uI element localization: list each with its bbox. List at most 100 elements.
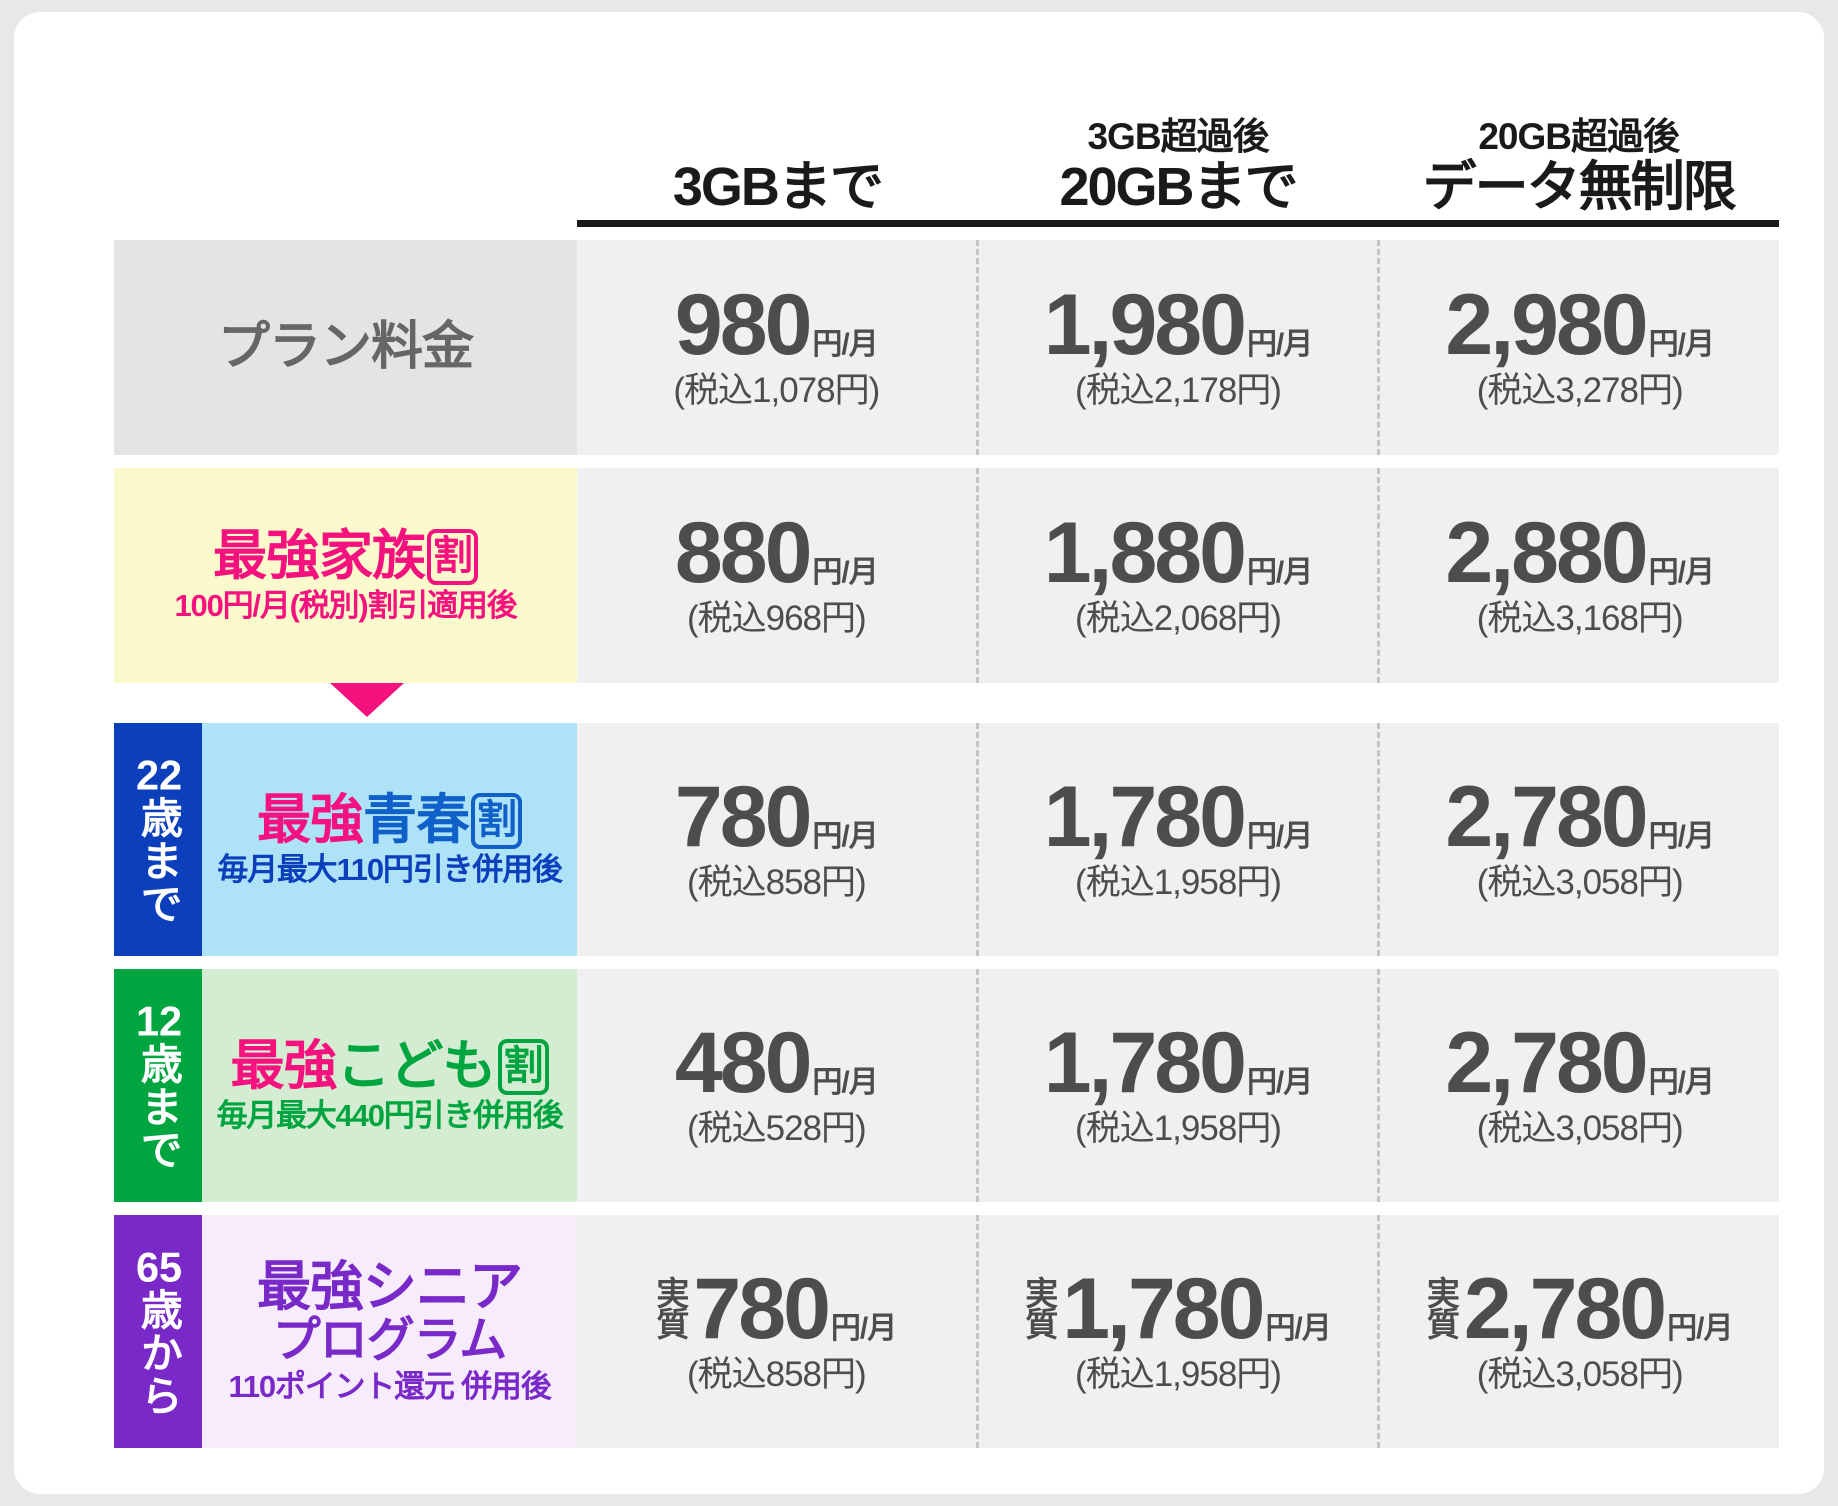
price-unit: 円/月 [1648, 328, 1715, 361]
age-badge-youth: 22 歳まで [114, 723, 202, 956]
row-label-body: 最強 青春割 毎月最大110円引き併用後 [202, 723, 577, 956]
row-label-note: 100円/月(税別)割引適用後 [174, 587, 518, 623]
price-tax-included: (税込1,958円) [1075, 1355, 1282, 1394]
age-badge-text: 歳まで [135, 796, 183, 925]
price-cell: 780 円/月 (税込858円) [577, 723, 976, 956]
table-row-family-discount: 最強家族割 100円/月(税別)割引適用後 880 円/月 (税込968円) [114, 468, 1780, 683]
price-unit: 円/月 [1246, 1066, 1313, 1099]
row-label-title-text: 最強家族 [213, 526, 426, 587]
price-amount: 2,780 [1445, 1015, 1648, 1111]
row-label-note: 毎月最大110円引き併用後 [217, 851, 563, 887]
price-amount: 1,980 [1043, 277, 1247, 373]
age-badge-number: 65 [135, 1246, 183, 1288]
row-label-title: 最強 青春割 [257, 792, 522, 849]
price-tax-included: (税込1,958円) [1075, 863, 1282, 902]
row-gap [114, 956, 1779, 969]
price-amount: 2,980 [1445, 277, 1648, 373]
row-label-title: 最強 こども割 [231, 1038, 549, 1095]
column-header-sub: 20GB超過後 [1478, 116, 1680, 157]
row-label-plan: プラン料金 [114, 240, 577, 455]
row-label-title: 最強シニア [257, 1257, 523, 1318]
price-tax-included: (税込858円) [686, 1355, 867, 1394]
price-cell: 1,880 円/月 (税込2,068円) [975, 468, 1378, 683]
price-amount: 1,780 [1062, 1261, 1265, 1357]
price-unit: 円/月 [1246, 820, 1313, 853]
price-cell: 1,780 円/月 (税込1,958円) [975, 969, 1378, 1202]
discount-badge-icon: 割 [427, 529, 478, 586]
effective-price-prefix: 実質 [1427, 1277, 1460, 1341]
price-amount: 480 [674, 1015, 812, 1111]
price-cell: 1,980 円/月 (税込2,178円) [975, 240, 1378, 455]
table-row-plan: プラン料金 980 円/月 (税込1,078円) 1,980 円/月 [114, 240, 1780, 455]
column-header-main: データ無制限 [1422, 157, 1737, 217]
pricing-card: 3GBまで 3GB超過後 20GBまで 20GB超過後 データ無制限 プラン料金 [14, 12, 1824, 1494]
column-header-unlimited: 20GB超過後 データ無制限 [1378, 72, 1780, 227]
price-tax-included: (税込1,078円) [673, 371, 880, 410]
price-tax-included: (税込3,058円) [1476, 1109, 1684, 1148]
price-cell: 実質 2,780 円/月 (税込3,058円) [1377, 1215, 1780, 1448]
row-label-body: 最強シニア プログラム 110ポイント還元 併用後 [202, 1215, 577, 1448]
column-header-main: 20GBまで [1059, 157, 1298, 217]
effective-prefix-bottom: 質 [656, 1306, 690, 1343]
price-cell: 880 円/月 (税込968円) [577, 468, 976, 683]
row-label-body: 最強 こども割 毎月最大440円引き併用後 [202, 969, 577, 1202]
price-unit: 円/月 [812, 1066, 878, 1099]
price-tax-included: (税込968円) [686, 599, 867, 638]
price-unit: 円/月 [812, 328, 878, 361]
row-label-note: 110ポイント還元 併用後 [228, 1369, 551, 1405]
row-label-title: 最強家族割 [213, 528, 478, 585]
price-unit: 円/月 [1667, 1312, 1733, 1345]
pricing-table: 3GBまで 3GB超過後 20GBまで 20GB超過後 データ無制限 プラン料金 [114, 72, 1780, 1448]
price-tax-included: (税込3,278円) [1476, 371, 1684, 410]
arrow-row [114, 683, 1779, 723]
age-badge-number: 22 [135, 754, 183, 796]
age-badge-number: 12 [135, 1000, 183, 1042]
row-gap [114, 1202, 1779, 1215]
row-gap [114, 227, 1779, 240]
table-header-row: 3GBまで 3GB超過後 20GBまで 20GB超過後 データ無制限 [114, 72, 1780, 227]
price-tax-included: (税込2,068円) [1075, 599, 1282, 638]
column-header-sub: 3GB超過後 [1087, 116, 1269, 157]
price-unit: 円/月 [812, 556, 878, 589]
price-amount: 780 [693, 1261, 830, 1357]
price-tax-included: (税込3,168円) [1476, 599, 1684, 638]
price-cell: 2,780 円/月 (税込3,058円) [1377, 969, 1780, 1202]
price-amount: 780 [674, 769, 812, 865]
effective-prefix-top: 実 [656, 1274, 690, 1312]
price-amount: 2,780 [1445, 769, 1648, 865]
row-label-kids: 12 歳まで 最強 こども割 毎月最大440円引き併用後 [114, 969, 577, 1202]
row-label-body: 最強家族割 100円/月(税別)割引適用後 [114, 468, 577, 683]
price-amount: 1,880 [1043, 505, 1247, 601]
header-spacer [114, 72, 577, 227]
price-tax-included: (税込858円) [686, 863, 867, 902]
row-label-title-text: こども [336, 1036, 497, 1097]
price-cell: 980 円/月 (税込1,078円) [577, 240, 976, 455]
row-label-title-prefix: 最強 [257, 790, 364, 851]
price-tax-included: (税込3,058円) [1476, 863, 1684, 902]
price-tax-included: (税込2,178円) [1075, 371, 1282, 410]
effective-price-prefix: 実質 [656, 1274, 690, 1343]
effective-price-prefix: 実質 [1025, 1274, 1059, 1343]
price-cell: 1,780 円/月 (税込1,958円) [975, 723, 1378, 956]
price-cell: 実質 780 円/月 (税込858円) [577, 1215, 976, 1448]
age-badge-senior: 65 歳から [114, 1215, 202, 1448]
column-header-3gb: 3GBまで [577, 72, 978, 227]
price-amount: 1,780 [1043, 769, 1247, 865]
price-unit: 円/月 [1246, 556, 1313, 589]
row-label-senior: 65 歳から 最強シニア プログラム 110ポイント還元 併用後 [114, 1215, 577, 1448]
price-unit: 円/月 [1648, 1066, 1715, 1099]
effective-prefix-top: 実 [1025, 1274, 1059, 1312]
price-unit: 円/月 [1246, 328, 1313, 361]
row-label-title-prefix: 最強 [230, 1036, 338, 1097]
price-amount: 2,880 [1445, 505, 1648, 601]
price-unit: 円/月 [1648, 820, 1715, 853]
row-label-title: プラン料金 [217, 317, 474, 376]
price-tax-included: (税込3,058円) [1476, 1355, 1684, 1394]
table-row-youth-discount: 22 歳まで 最強 青春割 毎月最大110円引き併用後 780 円/月 (税込858… [114, 723, 1780, 956]
effective-prefix-bottom: 質 [1025, 1306, 1059, 1343]
price-amount: 980 [674, 277, 812, 373]
row-label-title-line2: プログラム [272, 1314, 508, 1368]
age-badge-text: 歳から [135, 1288, 183, 1417]
price-amount: 1,780 [1043, 1015, 1247, 1111]
column-header-20gb: 3GB超過後 20GBまで [977, 72, 1379, 227]
